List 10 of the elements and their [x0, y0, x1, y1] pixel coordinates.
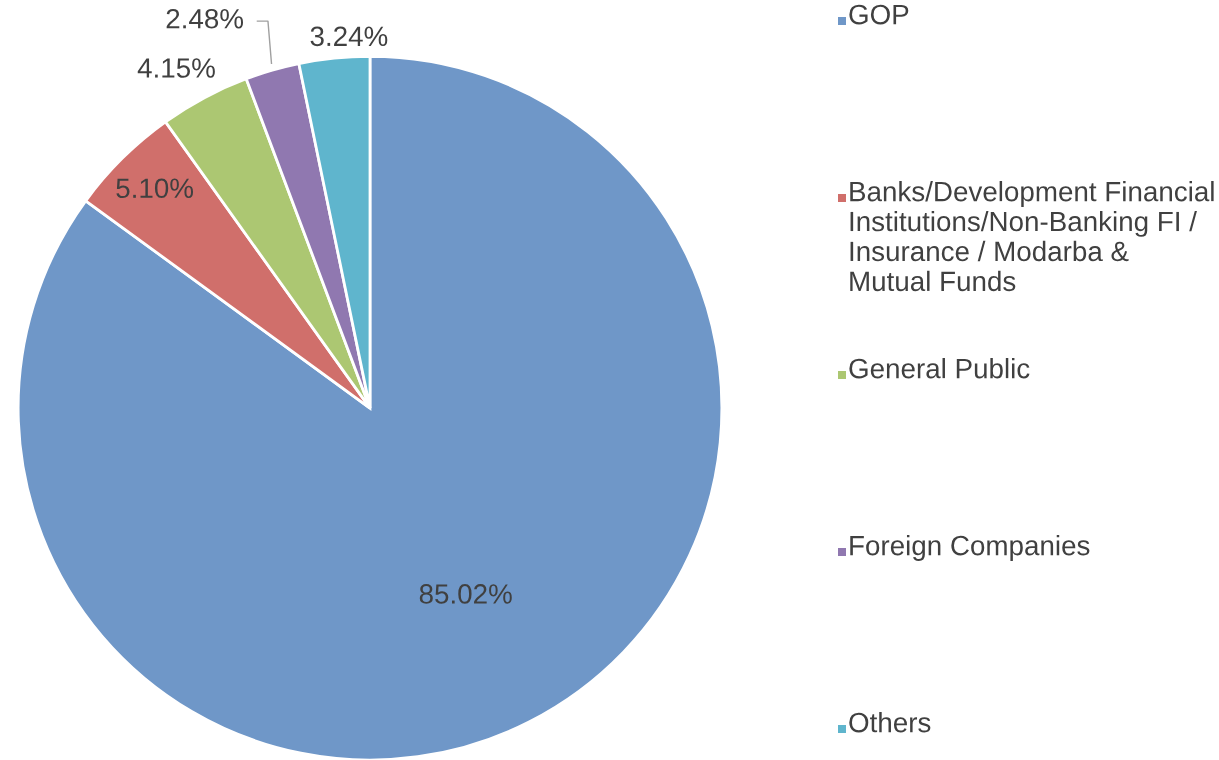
data-label: 5.10% [116, 178, 194, 199]
data-label: 3.24% [310, 26, 388, 47]
legend-label: General Public [849, 358, 1030, 379]
legend-label: Banks/Development Financial Institutions/Non-Banking FI / Insurance / Modarba & Mutual Funds [850, 181, 1214, 292]
legend-label: Others [849, 712, 931, 733]
data-label: 4.15% [137, 58, 215, 78]
legend-label: GOP [849, 4, 909, 25]
legend-label: Foreign Companies [850, 535, 1090, 561]
data-label: 2.48% [166, 8, 244, 29]
data-label: 85.02% [419, 584, 512, 604]
